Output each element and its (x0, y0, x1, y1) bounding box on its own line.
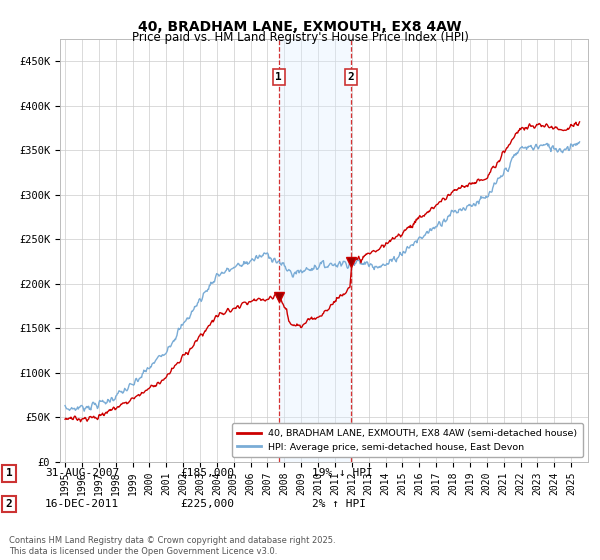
Text: 19% ↓ HPI: 19% ↓ HPI (312, 468, 373, 478)
Text: 16-DEC-2011: 16-DEC-2011 (45, 499, 119, 509)
Bar (279, 39, 351, 462)
Legend: 40, BRADHAM LANE, EXMOUTH, EX8 4AW (semi-detached house), HPI: Average price, se: 40, BRADHAM LANE, EXMOUTH, EX8 4AW (semi… (232, 423, 583, 458)
Text: 2: 2 (348, 72, 355, 82)
Text: 2: 2 (5, 499, 13, 509)
Text: Contains HM Land Registry data © Crown copyright and database right 2025.
This d: Contains HM Land Registry data © Crown c… (9, 536, 335, 556)
Text: 40, BRADHAM LANE, EXMOUTH, EX8 4AW: 40, BRADHAM LANE, EXMOUTH, EX8 4AW (138, 20, 462, 34)
Text: 31-AUG-2007: 31-AUG-2007 (45, 468, 119, 478)
Text: £225,000: £225,000 (180, 499, 234, 509)
Text: 1: 1 (5, 468, 13, 478)
Text: £185,000: £185,000 (180, 468, 234, 478)
Text: 1: 1 (275, 72, 282, 82)
Text: 2% ↑ HPI: 2% ↑ HPI (312, 499, 366, 509)
Text: Price paid vs. HM Land Registry's House Price Index (HPI): Price paid vs. HM Land Registry's House … (131, 31, 469, 44)
